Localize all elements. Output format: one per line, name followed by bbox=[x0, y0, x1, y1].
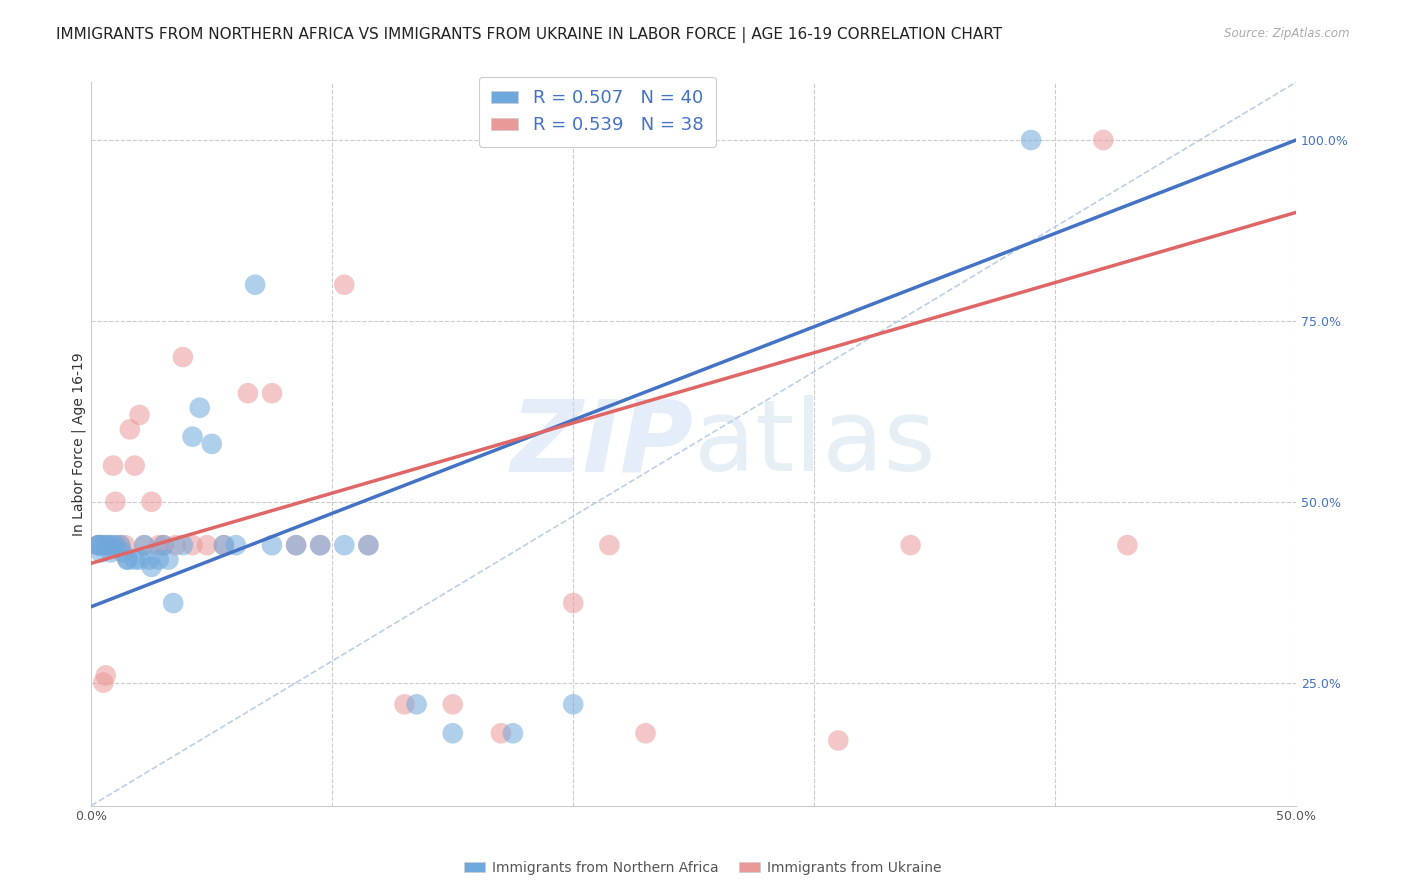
Point bbox=[141, 560, 163, 574]
Point bbox=[634, 726, 657, 740]
Point bbox=[201, 437, 224, 451]
Point bbox=[93, 675, 115, 690]
Point bbox=[1019, 133, 1042, 147]
Point bbox=[441, 726, 464, 740]
Point bbox=[100, 538, 122, 552]
Text: Source: ZipAtlas.com: Source: ZipAtlas.com bbox=[1225, 27, 1350, 40]
Point bbox=[441, 698, 464, 712]
Legend: R = 0.507   N = 40, R = 0.539   N = 38: R = 0.507 N = 40, R = 0.539 N = 38 bbox=[478, 77, 716, 147]
Point bbox=[90, 545, 112, 559]
Point bbox=[1092, 133, 1115, 147]
Point bbox=[827, 733, 849, 747]
Point bbox=[87, 538, 110, 552]
Point bbox=[212, 538, 235, 552]
Point bbox=[141, 495, 163, 509]
Point bbox=[285, 538, 308, 552]
Point bbox=[152, 538, 174, 552]
Point bbox=[90, 538, 112, 552]
Point bbox=[188, 401, 211, 415]
Point bbox=[181, 538, 204, 552]
Point bbox=[117, 552, 139, 566]
Point bbox=[128, 552, 150, 566]
Point bbox=[309, 538, 332, 552]
Point bbox=[333, 538, 356, 552]
Point bbox=[394, 698, 416, 712]
Point bbox=[562, 596, 585, 610]
Point bbox=[260, 386, 283, 401]
Point bbox=[128, 408, 150, 422]
Point bbox=[97, 538, 120, 552]
Point bbox=[309, 538, 332, 552]
Point bbox=[117, 552, 139, 566]
Point bbox=[87, 538, 110, 552]
Point bbox=[333, 277, 356, 292]
Point bbox=[134, 538, 156, 552]
Point bbox=[97, 538, 120, 552]
Text: ZIP: ZIP bbox=[510, 395, 693, 492]
Point bbox=[152, 538, 174, 552]
Point bbox=[94, 668, 117, 682]
Point bbox=[225, 538, 247, 552]
Point bbox=[114, 538, 136, 552]
Legend: Immigrants from Northern Africa, Immigrants from Ukraine: Immigrants from Northern Africa, Immigra… bbox=[458, 855, 948, 880]
Point bbox=[285, 538, 308, 552]
Point bbox=[157, 552, 180, 566]
Point bbox=[172, 350, 194, 364]
Point bbox=[87, 538, 110, 552]
Text: IMMIGRANTS FROM NORTHERN AFRICA VS IMMIGRANTS FROM UKRAINE IN LABOR FORCE | AGE : IMMIGRANTS FROM NORTHERN AFRICA VS IMMIG… bbox=[56, 27, 1002, 43]
Point bbox=[212, 538, 235, 552]
Text: atlas: atlas bbox=[693, 395, 935, 492]
Point bbox=[405, 698, 427, 712]
Point bbox=[489, 726, 512, 740]
Point bbox=[148, 538, 170, 552]
Point bbox=[148, 552, 170, 566]
Point bbox=[108, 538, 131, 552]
Point bbox=[100, 545, 122, 559]
Point bbox=[162, 596, 184, 610]
Point bbox=[181, 430, 204, 444]
Point bbox=[93, 538, 115, 552]
Point bbox=[562, 698, 585, 712]
Point bbox=[134, 538, 156, 552]
Point bbox=[357, 538, 380, 552]
Point bbox=[357, 538, 380, 552]
Point bbox=[260, 538, 283, 552]
Point bbox=[94, 538, 117, 552]
Point bbox=[87, 538, 110, 552]
Point bbox=[104, 538, 127, 552]
Point bbox=[236, 386, 259, 401]
Point bbox=[195, 538, 218, 552]
Point bbox=[1116, 538, 1139, 552]
Point bbox=[124, 552, 146, 566]
Point bbox=[108, 538, 131, 552]
Y-axis label: In Labor Force | Age 16-19: In Labor Force | Age 16-19 bbox=[72, 352, 86, 536]
Point bbox=[900, 538, 922, 552]
Point bbox=[138, 552, 160, 566]
Point bbox=[165, 538, 187, 552]
Point bbox=[104, 495, 127, 509]
Point bbox=[124, 458, 146, 473]
Point bbox=[118, 422, 141, 436]
Point bbox=[101, 538, 124, 552]
Point bbox=[502, 726, 524, 740]
Point bbox=[598, 538, 620, 552]
Point bbox=[111, 545, 134, 559]
Point bbox=[243, 277, 266, 292]
Point bbox=[101, 458, 124, 473]
Point bbox=[172, 538, 194, 552]
